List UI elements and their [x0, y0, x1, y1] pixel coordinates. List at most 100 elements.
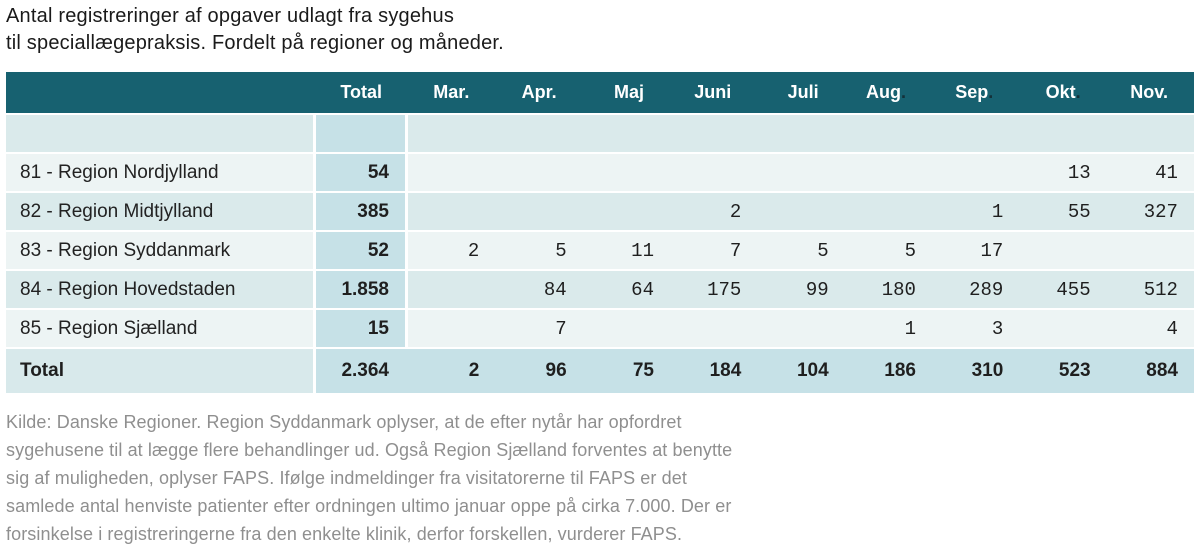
region-cell: 83 - Region Syddanmark — [6, 232, 313, 269]
region-cell — [6, 115, 313, 152]
value-cell — [495, 193, 583, 230]
value-cell: 7 — [669, 232, 758, 269]
value-cell — [1106, 232, 1194, 269]
header-month-juni: Juni — [670, 72, 757, 113]
value-cell — [408, 310, 496, 347]
month-label: Mar. — [433, 82, 470, 102]
source-note: Kilde: Danske Regioner. Region Syddanmar… — [6, 408, 1194, 548]
total-cell: 52 — [313, 232, 408, 269]
title-line-1: Antal registreringer af opgaver udlagt f… — [6, 5, 455, 27]
value-cell: 884 — [1106, 349, 1194, 393]
value-cell: 4 — [1106, 310, 1194, 347]
value-cell — [669, 154, 758, 191]
value-cell: 2 — [408, 232, 496, 269]
value-cell: 327 — [1106, 193, 1194, 230]
value-cell: 2 — [669, 193, 758, 230]
total-cell: 15 — [313, 310, 408, 347]
region-cell: 85 - Region Sjælland — [6, 310, 313, 347]
value-cell — [495, 115, 583, 152]
value-cell — [1019, 310, 1107, 347]
value-cell — [408, 193, 496, 230]
value-cell — [844, 193, 932, 230]
data-table: Total Mar. Apr. Maj Juni Juli Aug. Sep. … — [6, 72, 1194, 393]
value-cell: 13 — [1019, 154, 1107, 191]
footer-line-1: Kilde: Danske Regioner. Region Syddanmar… — [6, 412, 682, 432]
value-cell — [582, 115, 670, 152]
title-line-2: til speciallægepraksis. Fordelt på regio… — [6, 32, 504, 54]
total-cell: 385 — [313, 193, 408, 230]
header-month-mar: Mar. — [408, 72, 495, 113]
month-label: Nov. — [1130, 82, 1168, 102]
header-total-cell: Total — [340, 82, 382, 102]
value-cell — [582, 193, 670, 230]
dark-period: . — [1075, 82, 1081, 102]
value-cell: 184 — [669, 349, 758, 393]
table-row-midtjylland: 82 - Region Midtjylland 385 2 1 55 327 — [6, 193, 1194, 230]
value-cell — [1019, 115, 1107, 152]
month-label: Aug — [865, 82, 901, 102]
value-cell — [757, 154, 845, 191]
value-cell — [408, 154, 496, 191]
value-cell — [844, 115, 932, 152]
value-cell: 2 — [408, 349, 496, 393]
chart-title: Antal registreringer af opgaver udlagt f… — [6, 3, 1194, 57]
total-cell: 2.364 — [313, 349, 408, 393]
value-cell: 75 — [582, 349, 670, 393]
value-cell: 96 — [495, 349, 583, 393]
value-cell — [931, 154, 1020, 191]
region-cell: 84 - Region Hovedstaden — [6, 271, 313, 308]
value-cell — [1106, 115, 1194, 152]
footer-line-5: forsinkelse i registreringerne fra den e… — [6, 524, 683, 544]
value-cell: 512 — [1106, 271, 1194, 308]
region-cell: Total — [6, 349, 313, 393]
footer-line-2: sygehusene til at lægge flere behandling… — [6, 440, 733, 460]
region-cell: 81 - Region Nordjylland — [6, 154, 313, 191]
value-cell: 5 — [757, 232, 845, 269]
value-cell — [582, 154, 670, 191]
value-cell: 55 — [1019, 193, 1107, 230]
value-cell — [931, 115, 1020, 152]
dark-period: . — [900, 82, 906, 102]
value-cell — [408, 115, 496, 152]
value-cell — [495, 154, 583, 191]
value-cell: 5 — [844, 232, 932, 269]
header-month-sep: Sep. — [932, 72, 1019, 113]
value-cell — [669, 115, 758, 152]
value-cell — [844, 154, 932, 191]
value-cell: 84 — [495, 271, 583, 308]
header-month-apr: Apr. — [495, 72, 582, 113]
table-row-syddanmark: 83 - Region Syddanmark 52 2 5 11 7 5 5 1… — [6, 232, 1194, 269]
table-row-empty — [6, 115, 1194, 152]
header-month-nov: Nov. — [1107, 72, 1194, 113]
month-label: Okt — [1045, 82, 1076, 102]
value-cell: 289 — [931, 271, 1020, 308]
month-label: Juli — [787, 82, 819, 102]
header-region-cell — [6, 72, 313, 113]
value-cell: 64 — [582, 271, 670, 308]
month-label: Apr. — [521, 82, 557, 102]
value-cell: 175 — [669, 271, 758, 308]
value-cell: 7 — [495, 310, 583, 347]
value-cell — [757, 193, 845, 230]
value-cell: 99 — [757, 271, 845, 308]
value-cell — [757, 115, 845, 152]
value-cell: 11 — [582, 232, 670, 269]
header-month-maj: Maj — [583, 72, 670, 113]
value-cell: 5 — [495, 232, 583, 269]
region-cell: 82 - Region Midtjylland — [6, 193, 313, 230]
table-row-hovedstaden: 84 - Region Hovedstaden 1.858 84 64 175 … — [6, 271, 1194, 308]
footer-line-3: sig af muligheden, oplyser FAPS. Ifølge … — [6, 468, 687, 488]
value-cell: 41 — [1106, 154, 1194, 191]
table-row-sjaelland: 85 - Region Sjælland 15 7 1 3 4 — [6, 310, 1194, 347]
header-month-juli: Juli — [757, 72, 844, 113]
value-cell — [757, 310, 845, 347]
table-header-row: Total Mar. Apr. Maj Juni Juli Aug. Sep. … — [6, 72, 1194, 113]
value-cell — [408, 271, 496, 308]
total-cell: 54 — [313, 154, 408, 191]
value-cell: 310 — [931, 349, 1020, 393]
value-cell: 1 — [931, 193, 1020, 230]
header-month-okt: Okt. — [1019, 72, 1106, 113]
value-cell: 455 — [1019, 271, 1107, 308]
value-cell — [669, 310, 758, 347]
